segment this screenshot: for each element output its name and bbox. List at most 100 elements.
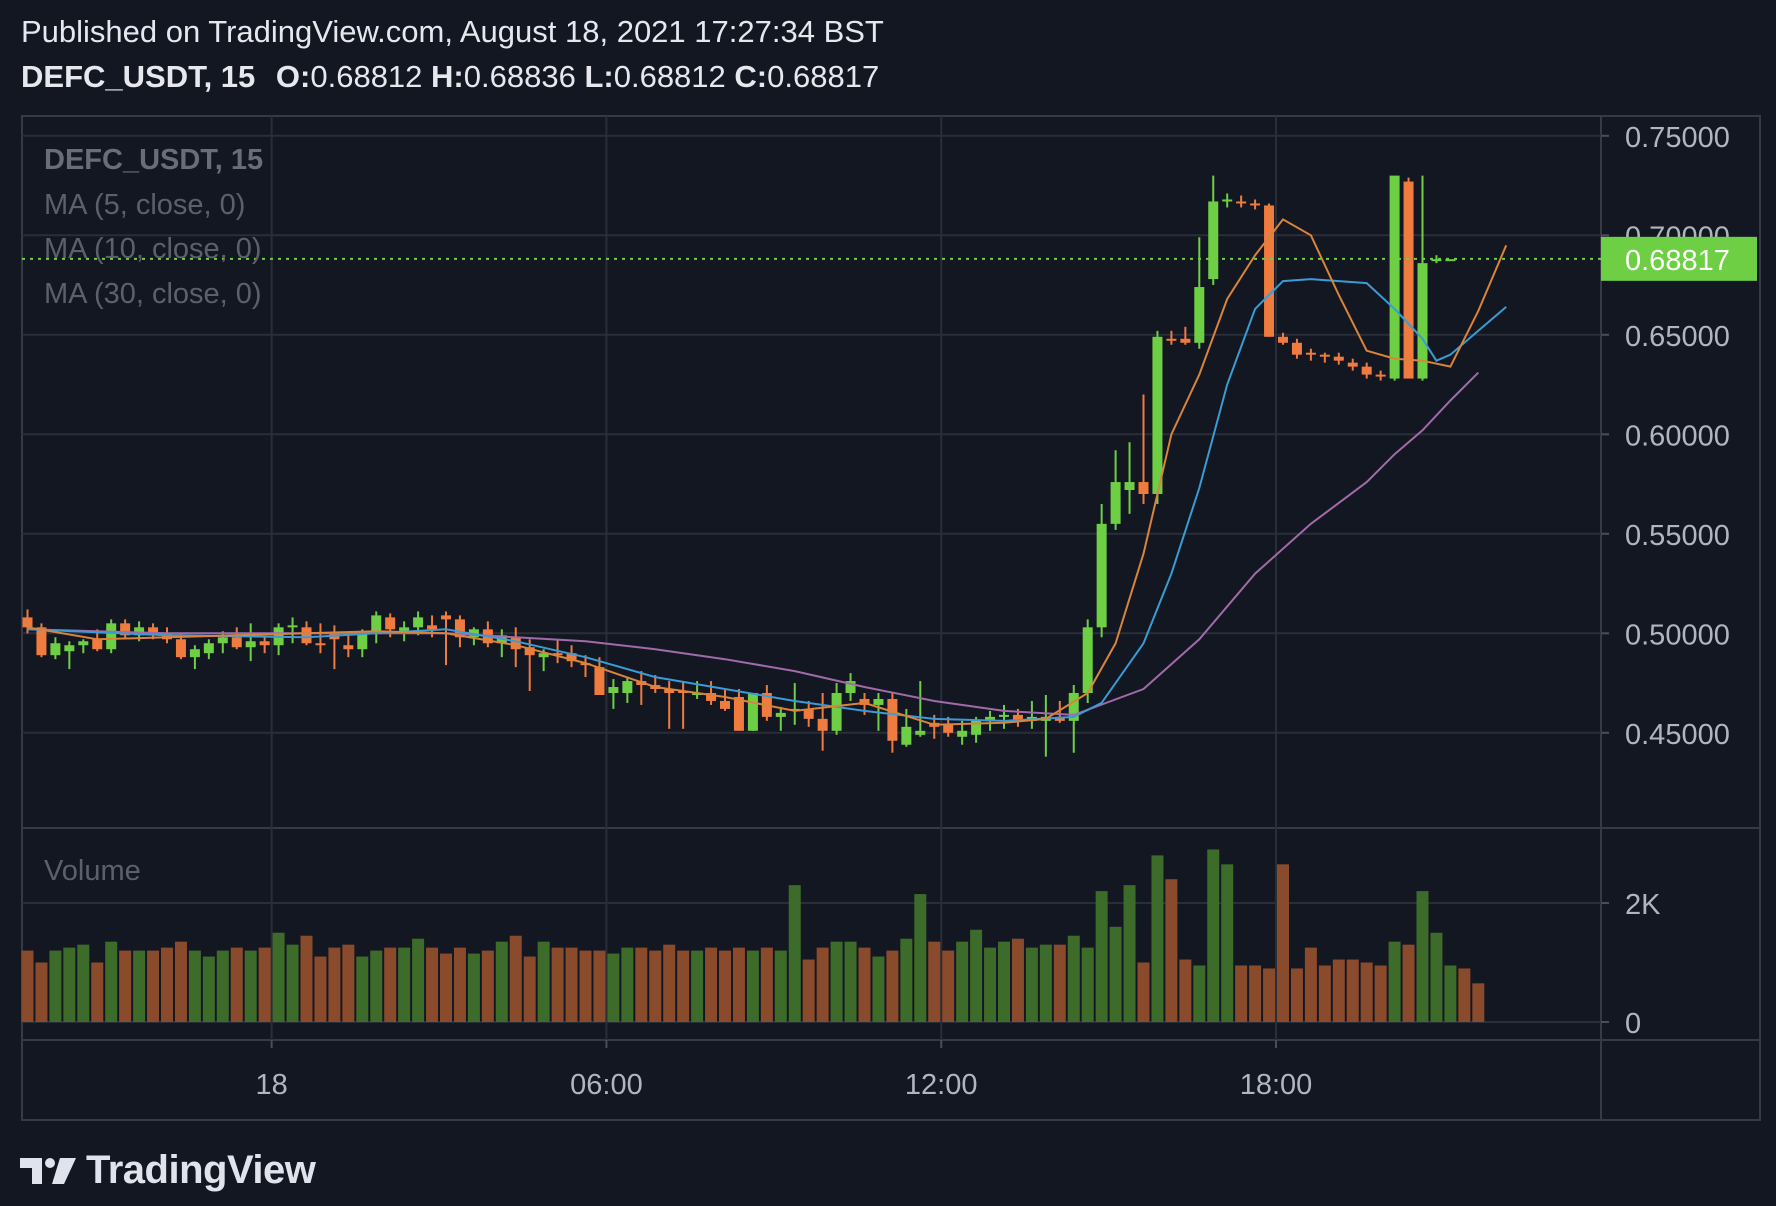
candle-body <box>1417 263 1428 379</box>
volume-bar <box>216 950 229 1022</box>
volume-bar <box>998 941 1010 1022</box>
candle-body <box>831 693 842 731</box>
volume-bar <box>453 947 466 1022</box>
volume-bar <box>1346 959 1359 1022</box>
volume-bar <box>272 932 285 1022</box>
last-price-tag <box>1601 236 1757 281</box>
volume-bar <box>551 947 564 1022</box>
volume-bar <box>1179 959 1192 1022</box>
price-axis-tick-label: 0.55000 <box>1625 520 1730 552</box>
high-value: 0.68836 <box>463 59 576 94</box>
candle-body <box>1291 342 1302 355</box>
price-axis-tick-label: 0.75000 <box>1625 122 1730 154</box>
candle-body <box>901 726 912 745</box>
volume-bar <box>300 935 313 1022</box>
candle-body <box>301 627 312 644</box>
volume-bar <box>1109 926 1122 1022</box>
volume-bar <box>77 944 90 1022</box>
volume-bar <box>691 950 704 1022</box>
volume-bar <box>440 953 452 1022</box>
volume-bar <box>1137 962 1150 1022</box>
volume-bar <box>844 941 857 1022</box>
ma10-line <box>27 278 1507 722</box>
candle-body <box>413 617 424 628</box>
candle-body <box>1389 175 1400 379</box>
volume-bar <box>900 938 913 1022</box>
volume-bar <box>314 956 327 1022</box>
candle-body <box>1166 338 1177 341</box>
price-axis-tick-label: 0.60000 <box>1625 420 1730 452</box>
candle-body <box>943 724 954 733</box>
tradingview-logo: TradingView <box>20 1148 316 1193</box>
candle-body <box>1264 205 1275 337</box>
volume-bar <box>1360 962 1373 1022</box>
candle-body <box>999 714 1009 717</box>
volume-bar <box>1151 855 1164 1022</box>
candle-body <box>1152 336 1163 494</box>
volume-bar <box>523 956 536 1022</box>
volume-bar <box>133 950 146 1022</box>
legend-ma30: MA (30, close, 0) <box>44 278 262 310</box>
candle-body <box>371 615 382 632</box>
volume-bar <box>1025 947 1038 1022</box>
candle-body <box>231 637 242 648</box>
volume-bar <box>356 956 369 1022</box>
candle-body <box>1445 259 1456 262</box>
candle-body <box>1361 366 1372 375</box>
candle-body <box>148 627 159 636</box>
header-symbol: DEFC_USDT, 15 <box>21 59 256 94</box>
volume-bar <box>398 947 411 1022</box>
volume-bar <box>607 953 620 1022</box>
candle-body <box>64 645 75 652</box>
time-axis-tick-label: 12:00 <box>905 1069 978 1101</box>
candle-body <box>1375 374 1386 377</box>
volume-bar <box>816 947 829 1022</box>
volume-bar <box>509 935 522 1022</box>
volume-bar <box>914 894 927 1022</box>
candle-body <box>1333 356 1344 361</box>
volume-bar <box>984 947 997 1022</box>
volume-bar <box>147 950 160 1022</box>
candle-body <box>1124 482 1135 491</box>
volume-bar <box>21 950 34 1022</box>
candle-body <box>203 643 214 654</box>
last-price-label: 0.68817 <box>1625 245 1730 277</box>
candle-body <box>747 693 758 731</box>
candle-body <box>427 625 438 630</box>
volume-bar <box>970 929 983 1022</box>
price-axis-tick-label: 0.45000 <box>1625 719 1730 751</box>
volume-bar <box>1081 947 1094 1022</box>
volume-bar <box>1416 891 1429 1022</box>
candle-body <box>1082 627 1093 693</box>
candle-body <box>259 641 270 646</box>
volume-bar <box>1039 944 1052 1022</box>
volume-bar <box>760 947 773 1022</box>
candle-body <box>1222 199 1233 202</box>
candle-body <box>706 693 717 701</box>
candle-body <box>1278 336 1288 343</box>
volume-bar <box>1263 968 1276 1022</box>
volume-bar <box>481 950 494 1022</box>
volume-bar <box>1332 959 1345 1022</box>
candle-body <box>775 712 786 717</box>
volume-bar <box>830 941 843 1022</box>
tradingview-logo-icon <box>20 1157 76 1184</box>
volume-bar <box>342 944 355 1022</box>
volume-bar <box>1304 947 1317 1022</box>
volume-bar <box>1193 965 1206 1022</box>
candle-body <box>664 689 675 693</box>
candle-body <box>1194 287 1205 343</box>
volume-bar <box>1207 849 1220 1022</box>
volume-axis-tick-label: 2K <box>1625 889 1661 921</box>
volume-bar <box>258 947 271 1022</box>
candle-body <box>622 681 633 693</box>
candle-body <box>92 639 103 650</box>
candle-body <box>343 645 354 650</box>
volume-bar <box>1123 885 1136 1022</box>
volume-bar <box>732 947 745 1022</box>
volume-bar <box>286 944 299 1022</box>
candle-body <box>887 698 898 741</box>
candle-body <box>915 730 926 735</box>
candle-body <box>1236 201 1247 204</box>
